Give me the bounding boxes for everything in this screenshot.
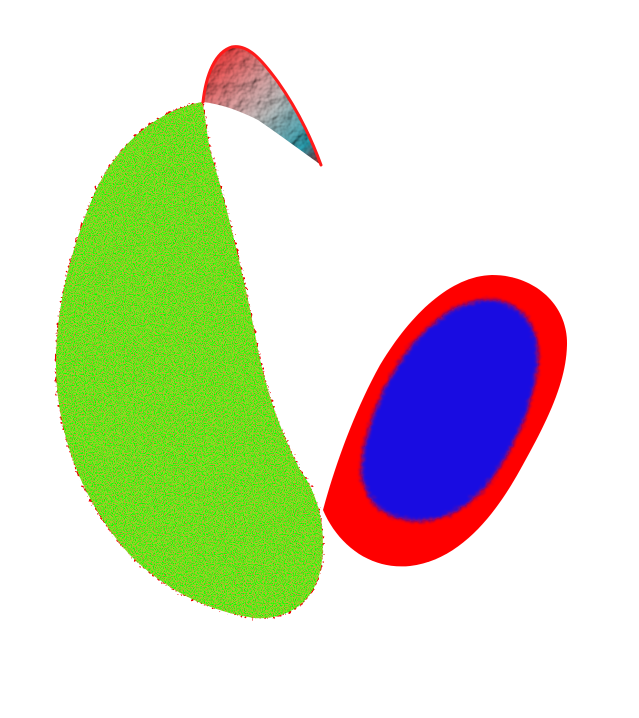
red-cyan-sliver-surface [201,45,323,167]
sliver-body [203,46,321,166]
green-crescent-body [55,102,323,619]
sliver-rim [201,45,323,167]
ellipsoid-inner-blue [361,300,539,521]
green-crescent-surface [55,102,323,619]
red-blue-ellipsoid-surface [323,275,568,567]
